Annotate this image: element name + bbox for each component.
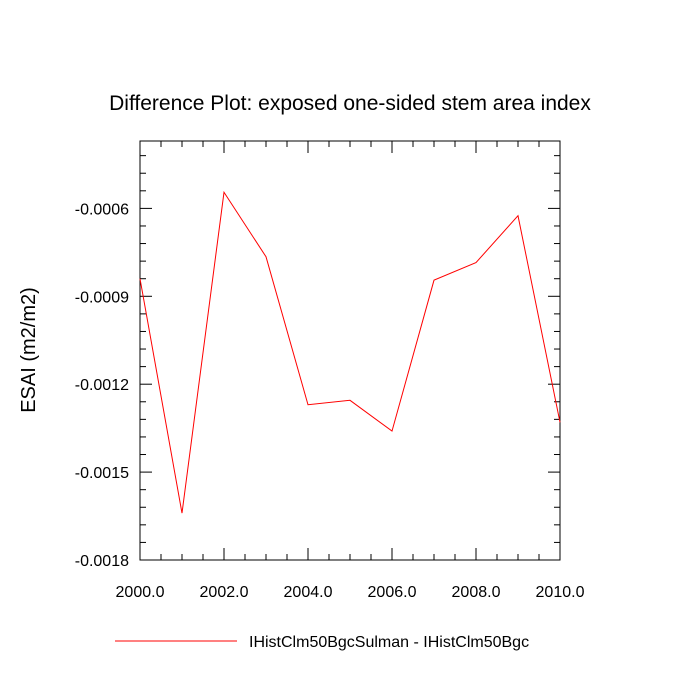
y-axis-label: ESAI (m2/m2) [18,287,40,413]
axis-tick-labels: 2000.0 2002.0 2004.0 2006.0 2008.0 2010.0 -0.0… [75,201,585,601]
y-tick-label: -0.0012 [75,377,129,394]
y-tick-label: -0.0006 [75,201,129,218]
y-tick-label: -0.0015 [75,465,129,482]
series-line-0 [139,190,561,514]
x-tick-label: 2008.0 [452,584,501,601]
y-tick-label: -0.0009 [75,289,129,306]
x-tick-label: 2002.0 [200,584,249,601]
axis-ticks [139,141,561,561]
y-tick-label: -0.0018 [75,553,129,570]
chart-title: Difference Plot: exposed one-sided stem … [109,92,591,115]
x-tick-label: 2000.0 [116,584,165,601]
series-group [139,190,561,514]
x-tick-label: 2004.0 [284,584,333,601]
x-tick-label: 2006.0 [368,584,417,601]
x-tick-label: 2010.0 [536,584,585,601]
legend-label: IHistClm50BgcSulman - IHistClm50Bgc [249,634,529,651]
legend: IHistClm50BgcSulman - IHistClm50Bgc [115,634,529,651]
